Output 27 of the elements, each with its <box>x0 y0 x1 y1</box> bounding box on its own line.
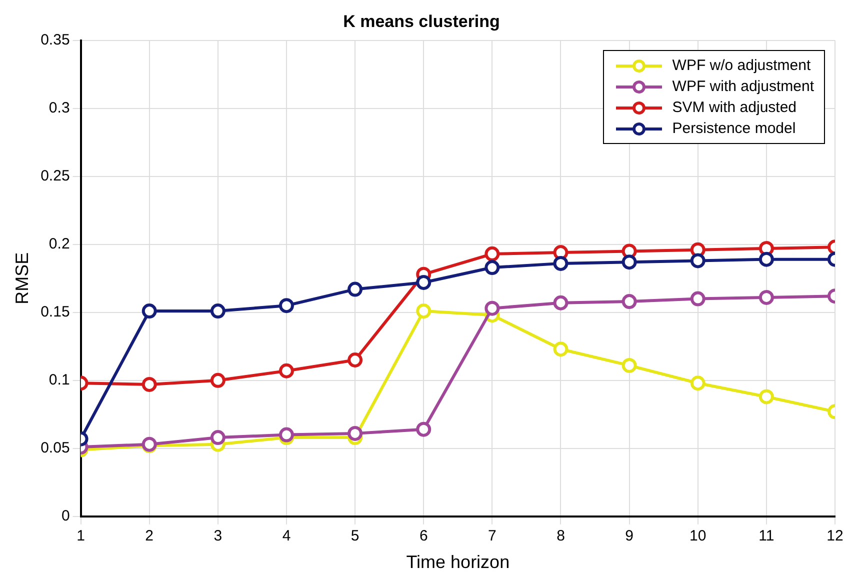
x-tick-label: 5 <box>350 528 360 545</box>
x-tick-label: 4 <box>282 528 291 545</box>
legend-label: SVM with adjusted <box>672 98 797 118</box>
x-tick-label: 6 <box>419 528 428 545</box>
y-tick-label: 0.25 <box>40 168 70 185</box>
x-tick-label: 1 <box>76 528 85 545</box>
x-tick-label: 3 <box>214 528 222 545</box>
x-axis-title: Time horizon <box>406 552 510 572</box>
x-tick-label: 9 <box>625 528 634 545</box>
legend-label: WPF w/o adjustment <box>672 56 811 76</box>
x-tick-label: 12 <box>826 528 844 545</box>
y-tick-label: 0.2 <box>48 236 70 253</box>
y-tick-label: 0.35 <box>40 32 70 49</box>
y-tick-label: 0.1 <box>48 372 70 389</box>
legend-label: Persistence model <box>672 119 796 140</box>
x-tick-label: 10 <box>690 528 706 545</box>
x-tick-label: 11 <box>758 528 774 545</box>
y-axis-title: RMSE <box>12 252 32 304</box>
chart-title: K means clustering <box>343 12 500 31</box>
x-tick-label: 7 <box>488 528 496 545</box>
x-tick-label: 8 <box>556 528 565 545</box>
y-tick-label: 0 <box>61 508 70 525</box>
y-tick-label: 0.3 <box>48 100 70 117</box>
x-tick-label: 2 <box>145 528 154 545</box>
y-tick-label: 0.15 <box>40 304 70 321</box>
legend-label: WPF with adjustment <box>672 77 814 98</box>
y-tick-label: 0.05 <box>40 440 70 457</box>
